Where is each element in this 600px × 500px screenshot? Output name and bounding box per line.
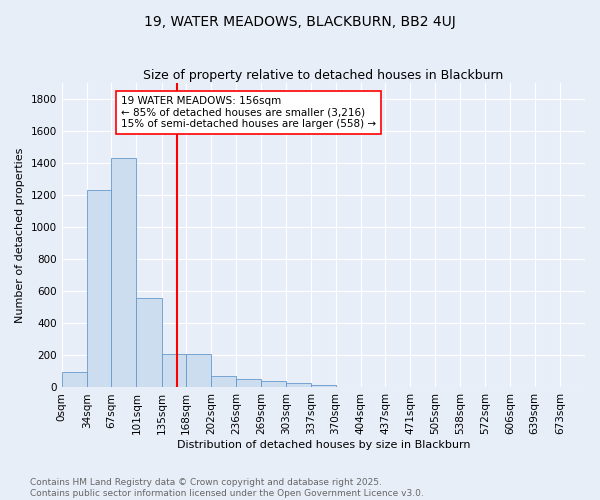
Text: Contains HM Land Registry data © Crown copyright and database right 2025.
Contai: Contains HM Land Registry data © Crown c… [30,478,424,498]
Text: 19 WATER MEADOWS: 156sqm
← 85% of detached houses are smaller (3,216)
15% of sem: 19 WATER MEADOWS: 156sqm ← 85% of detach… [121,96,376,129]
Text: 19, WATER MEADOWS, BLACKBURN, BB2 4UJ: 19, WATER MEADOWS, BLACKBURN, BB2 4UJ [144,15,456,29]
Bar [87,190,111,388]
Y-axis label: Number of detached properties: Number of detached properties [15,148,25,323]
Title: Size of property relative to detached houses in Blackburn: Size of property relative to detached ho… [143,69,503,82]
Bar [62,372,87,388]
Bar [111,158,136,388]
Bar [335,386,361,388]
Bar [311,385,335,388]
Bar [211,376,236,388]
Bar [186,354,211,388]
Bar [236,380,261,388]
X-axis label: Distribution of detached houses by size in Blackburn: Distribution of detached houses by size … [176,440,470,450]
Bar [136,298,161,388]
Bar [286,384,311,388]
Bar [161,354,186,388]
Bar [261,381,286,388]
